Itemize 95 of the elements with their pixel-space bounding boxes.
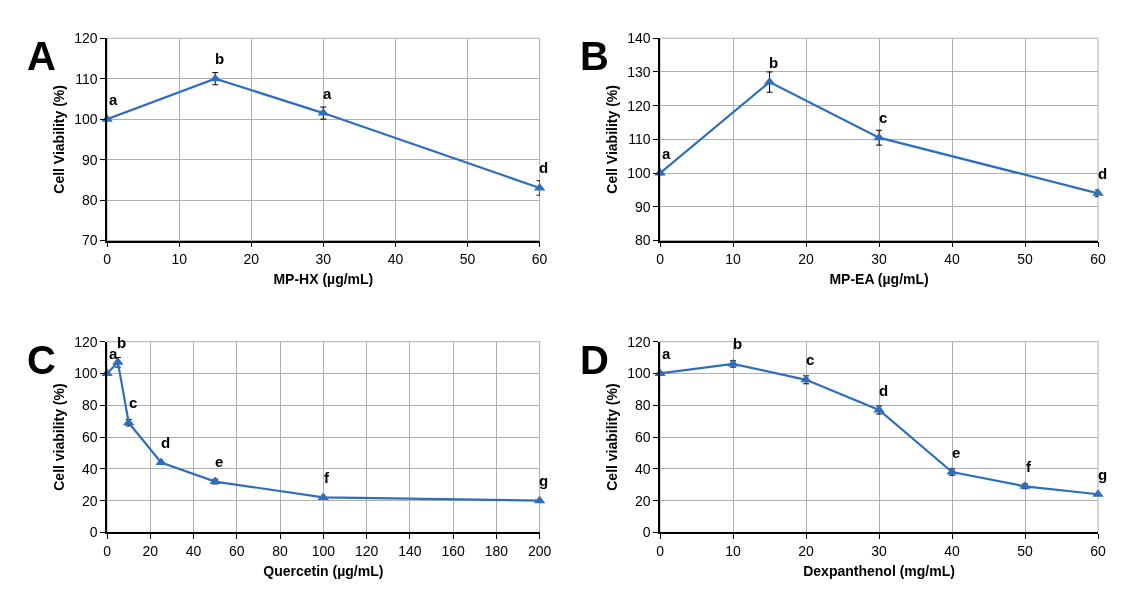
x-tick-label: 20 xyxy=(142,542,159,559)
y-tick-label: 0 xyxy=(642,524,651,541)
y-tick-label: 90 xyxy=(634,198,651,215)
x-tick-label: 30 xyxy=(871,542,888,559)
x-axis-title: Quercetin (µg/mL) xyxy=(263,562,384,579)
y-axis-title: Cell Viability (%) xyxy=(51,85,68,194)
annotation: f xyxy=(324,469,330,486)
point xyxy=(209,73,221,82)
y-tick-label: 90 xyxy=(81,151,98,168)
x-tick-label: 0 xyxy=(103,251,112,268)
y-tick-label: 100 xyxy=(74,111,98,128)
y-tick-label: 40 xyxy=(634,460,651,477)
annotation: c xyxy=(879,109,888,126)
annotation: g xyxy=(539,472,549,489)
y-tick-label: 20 xyxy=(634,492,651,509)
annotation: b xyxy=(769,54,779,71)
x-tick-label: 60 xyxy=(1090,542,1107,559)
x-tick-label: 40 xyxy=(185,542,202,559)
annotation: b xyxy=(117,334,127,351)
y-tick-label: 80 xyxy=(81,191,98,208)
y-tick-label: 70 xyxy=(81,232,98,249)
x-tick-label: 200 xyxy=(527,542,552,559)
annotation: c xyxy=(806,351,815,368)
y-tick-label: 100 xyxy=(74,365,98,382)
text: D xyxy=(580,338,609,382)
x-axis-title: Dexpanthenol (mg/mL) xyxy=(803,562,955,579)
x-tick-label: 120 xyxy=(354,542,379,559)
x-tick-label: 60 xyxy=(1090,251,1107,268)
x-tick-label: 20 xyxy=(798,251,815,268)
x-tick-label: 10 xyxy=(725,251,742,268)
text: C xyxy=(27,338,56,382)
annotation: a xyxy=(109,91,118,108)
x-tick-label: 40 xyxy=(944,542,961,559)
annotation: e xyxy=(952,444,961,461)
annotation: d xyxy=(1098,165,1108,182)
annotation: a xyxy=(109,345,118,362)
annotation: f xyxy=(1026,458,1032,475)
y-tick-label: 100 xyxy=(627,165,651,181)
x-tick-label: 30 xyxy=(315,251,332,268)
annotation: c xyxy=(129,394,138,411)
y-tick-label: 130 xyxy=(627,63,651,80)
y-axis-title: Cell viability (%) xyxy=(51,383,68,491)
annotation: a xyxy=(662,345,671,362)
x-tick-label: 40 xyxy=(387,251,404,268)
y-tick-label: 110 xyxy=(75,70,98,87)
annotation: d xyxy=(539,159,549,176)
y-axis-title: Cell viability (%) xyxy=(604,383,621,491)
y-tick-label: 80 xyxy=(81,397,98,414)
y-tick-label: 40 xyxy=(81,460,98,477)
annotation: g xyxy=(1098,466,1108,483)
y-tick-label: 120 xyxy=(627,97,651,114)
x-tick-label: 20 xyxy=(243,251,260,268)
annotation: b xyxy=(733,335,743,352)
x-tick-label: 30 xyxy=(871,251,888,268)
y-tick-label: 80 xyxy=(634,232,651,249)
x-tick-label: 50 xyxy=(1017,251,1034,268)
y-tick-label: 120 xyxy=(74,30,98,47)
x-tick-label: 140 xyxy=(398,542,422,559)
y-axis-title: Cell Viability (%) xyxy=(604,85,621,194)
x-tick-label: 10 xyxy=(171,251,188,268)
annotation: b xyxy=(215,50,225,67)
text: A xyxy=(27,34,56,78)
y-tick-label: 110 xyxy=(628,131,651,148)
point xyxy=(873,132,885,141)
annotation: d xyxy=(879,382,889,399)
x-axis-title: MP-EA (µg/mL) xyxy=(829,270,929,287)
x-tick-label: 50 xyxy=(459,251,476,268)
x-tick-label: 10 xyxy=(725,542,742,559)
y-tick-label: 0 xyxy=(89,524,98,541)
x-tick-label: 0 xyxy=(656,542,665,559)
y-tick-label: 120 xyxy=(74,333,98,350)
annotation: a xyxy=(323,85,332,102)
text: B xyxy=(580,34,609,78)
x-tick-label: 60 xyxy=(531,251,548,268)
x-tick-label: 80 xyxy=(272,542,289,559)
y-tick-label: 100 xyxy=(627,365,651,382)
x-tick-label: 40 xyxy=(944,251,961,268)
y-tick-label: 60 xyxy=(81,428,98,445)
x-tick-label: 20 xyxy=(798,542,815,559)
x-tick-label: 50 xyxy=(1017,542,1034,559)
x-tick-label: 0 xyxy=(656,251,665,268)
y-tick-label: 140 xyxy=(627,30,651,47)
annotation: d xyxy=(161,434,171,451)
annotation: a xyxy=(662,145,671,162)
y-tick-label: 60 xyxy=(634,428,651,445)
y-tick-label: 20 xyxy=(81,492,98,509)
annotation: e xyxy=(215,453,224,470)
x-tick-label: 0 xyxy=(103,542,112,559)
y-tick-label: 120 xyxy=(627,333,651,350)
x-tick-label: 160 xyxy=(441,542,465,559)
x-tick-label: 60 xyxy=(229,542,245,559)
y-tick-label: 80 xyxy=(634,397,651,414)
x-axis-title: MP-HX (µg/mL) xyxy=(273,270,374,287)
x-tick-label: 100 xyxy=(311,542,336,559)
x-tick-label: 180 xyxy=(484,542,509,559)
